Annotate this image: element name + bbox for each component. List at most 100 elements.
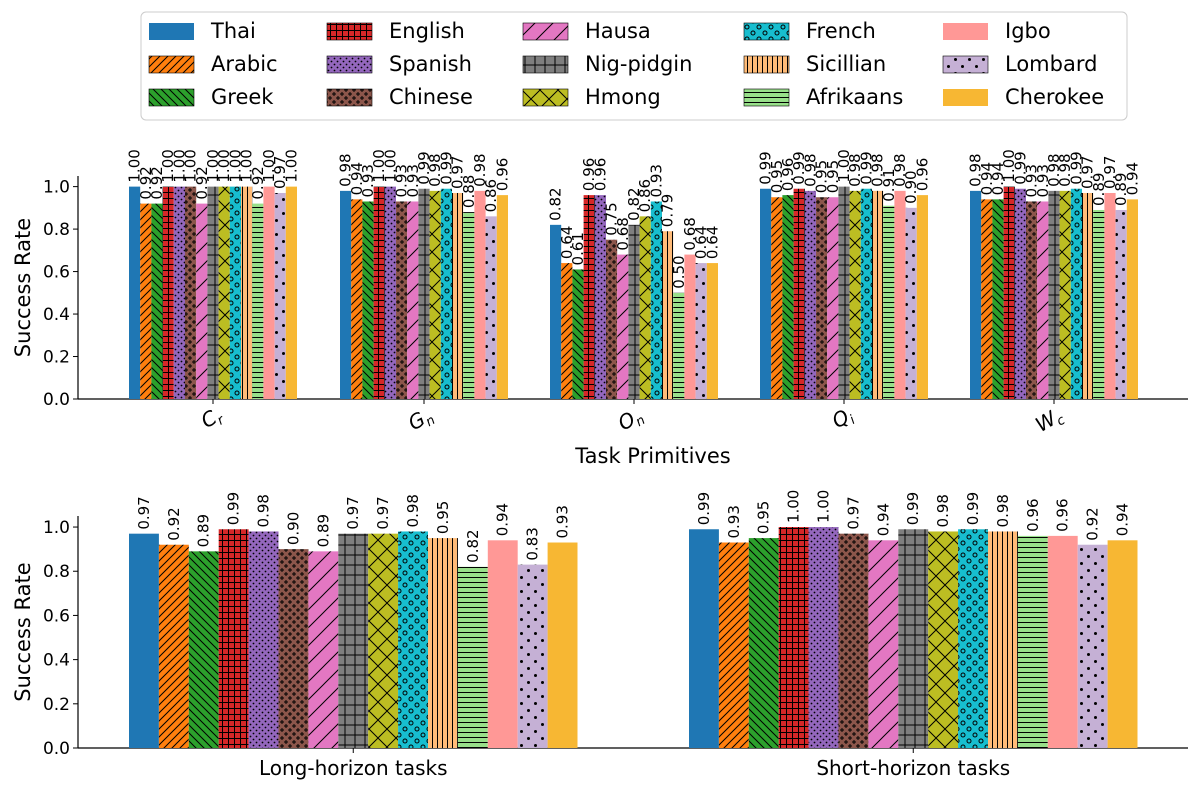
bar-hausa-o-n [617, 254, 629, 399]
legend-label-arabic: Arabic [211, 52, 278, 76]
bar-english-short-horizon-tasks [778, 527, 809, 748]
bar-sicillian-o-n [662, 231, 674, 399]
bar-lombard-c-r [274, 192, 286, 399]
legend-label-chinese: Chinese [389, 85, 473, 109]
value-label-english-short-horizon-tasks: 1.00 [785, 490, 803, 523]
y-tick-label: 0.2 [43, 695, 70, 715]
value-label-thai-w-c: 0.98 [967, 153, 985, 186]
value-label-french-g-n: 0.99 [437, 151, 455, 184]
legend-swatch-igbo [943, 23, 988, 40]
legend-label-english: English [389, 19, 465, 43]
bar-sicillian-long-horizon-tasks [428, 538, 458, 748]
x-tick-label-q-i: Qi [828, 402, 859, 435]
value-label-igbo-g-n: 0.98 [471, 153, 489, 186]
value-label-afrikaans-long-horizon-tasks: 0.82 [464, 529, 482, 562]
x-tick-label-short-horizon-tasks: Short-horizon tasks [816, 756, 1010, 780]
bar-thai-g-n [340, 190, 352, 399]
bar-hmong-long-horizon-tasks [368, 533, 399, 748]
value-label-english-w-c: 1.00 [1000, 149, 1018, 182]
y-tick-label: 0.8 [43, 220, 70, 240]
bar-thai-short-horizon-tasks [689, 529, 719, 748]
value-label-chinese-o-n: 0.75 [603, 202, 621, 235]
bar-chinese-q-i [816, 197, 828, 399]
bar-greek-o-n [572, 269, 584, 399]
bar-chinese-short-horizon-tasks [838, 533, 869, 748]
bar-nig-pidgin-long-horizon-tasks [338, 533, 369, 748]
value-label-sicillian-o-n: 0.79 [659, 194, 677, 227]
legend-swatch-french [743, 22, 790, 41]
bar-sicillian-q-i [872, 190, 884, 399]
bar-igbo-w-c [1104, 192, 1116, 399]
legend-label-cherokee: Cherokee [1005, 85, 1104, 109]
bar-thai-long-horizon-tasks [129, 533, 159, 748]
bar-hausa-c-r [196, 203, 208, 399]
value-label-cherokee-w-c: 0.94 [1123, 162, 1141, 195]
value-label-lombard-c-r: 0.97 [271, 156, 289, 189]
legend-swatch-thai [149, 23, 194, 40]
value-label-english-c-r: 1.00 [159, 149, 177, 182]
bar-igbo-long-horizon-tasks [487, 540, 518, 748]
bar-french-c-r [229, 186, 241, 399]
bar-cherokee-q-i [916, 195, 928, 399]
legend-swatch-spanish [326, 55, 373, 74]
bar-nig-pidgin-w-c [1048, 190, 1060, 399]
legend-swatch-english [326, 22, 373, 41]
bar-hmong-o-n [639, 216, 651, 399]
bar-french-long-horizon-tasks [398, 531, 428, 748]
bar-cherokee-c-r [285, 186, 297, 399]
bar-chinese-g-n [396, 201, 408, 399]
chart-bottom-horizon: 0.0 0.2 0.4 0.6 0.8 1.0 Success Rate 0.97 0.92 0.… [11, 490, 1188, 780]
legend-label-thai: Thai [210, 19, 256, 43]
value-label-french-long-horizon-tasks: 0.98 [404, 494, 422, 527]
value-label-igbo-o-n: 0.68 [681, 217, 699, 250]
value-label-hausa-w-c: 0.93 [1034, 164, 1052, 197]
bar-hausa-long-horizon-tasks [308, 551, 339, 748]
bar-thai-o-n [550, 224, 562, 399]
value-label-spanish-c-r: 1.00 [170, 149, 188, 182]
value-label-hmong-long-horizon-tasks: 0.97 [374, 496, 392, 529]
y-axis-title: Success Rate [11, 562, 35, 701]
bar-hausa-g-n [407, 201, 419, 399]
bar-thai-c-r [129, 186, 141, 399]
bar-nig-pidgin-g-n [418, 188, 430, 399]
legend-swatch-chinese [326, 88, 373, 107]
legend-swatch-sicillian [743, 55, 790, 74]
value-label-english-q-i: 0.99 [790, 151, 808, 184]
bar-greek-c-r [151, 203, 163, 399]
value-label-arabic-o-n: 0.64 [558, 226, 576, 259]
bar-spanish-c-r [173, 186, 185, 399]
bar-chinese-long-horizon-tasks [278, 549, 309, 748]
value-label-igbo-w-c: 0.97 [1101, 156, 1119, 189]
value-label-nig-pidgin-w-c: 0.98 [1045, 153, 1063, 186]
value-label-spanish-o-n: 0.96 [591, 158, 609, 191]
value-label-lombard-g-n: 0.86 [482, 179, 500, 212]
bar-igbo-short-horizon-tasks [1047, 535, 1078, 748]
value-label-afrikaans-short-horizon-tasks: 0.96 [1024, 498, 1042, 531]
y-tick-label: 0.6 [43, 263, 70, 283]
bar-lombard-q-i [905, 207, 917, 399]
value-label-greek-long-horizon-tasks: 0.89 [195, 514, 213, 547]
value-label-chinese-short-horizon-tasks: 0.97 [844, 496, 862, 529]
legend-label-hausa: Hausa [585, 19, 651, 43]
value-label-arabic-long-horizon-tasks: 0.92 [165, 507, 183, 540]
value-label-french-c-r: 1.00 [226, 149, 244, 182]
value-label-lombard-o-n: 0.64 [692, 226, 710, 259]
value-label-nig-pidgin-short-horizon-tasks: 0.99 [904, 492, 922, 525]
bar-spanish-short-horizon-tasks [808, 527, 839, 748]
value-label-thai-g-n: 0.98 [337, 153, 355, 186]
value-label-greek-o-n: 0.61 [569, 232, 587, 265]
value-label-french-short-horizon-tasks: 0.99 [964, 492, 982, 525]
bar-nig-pidgin-short-horizon-tasks [898, 529, 929, 748]
bar-afrikaans-o-n [673, 292, 685, 399]
x-axis-title: Task Primitives [574, 444, 730, 468]
value-label-hausa-c-r: 0.92 [193, 166, 211, 199]
value-label-thai-q-i: 0.99 [757, 151, 775, 184]
value-label-thai-c-r: 1.00 [126, 149, 144, 182]
value-label-greek-c-r: 0.92 [148, 166, 166, 199]
bar-hmong-q-i [849, 190, 861, 399]
legend-swatch-lombard [942, 55, 989, 74]
bar-greek-q-i [782, 195, 794, 399]
value-label-nig-pidgin-g-n: 0.99 [415, 151, 433, 184]
